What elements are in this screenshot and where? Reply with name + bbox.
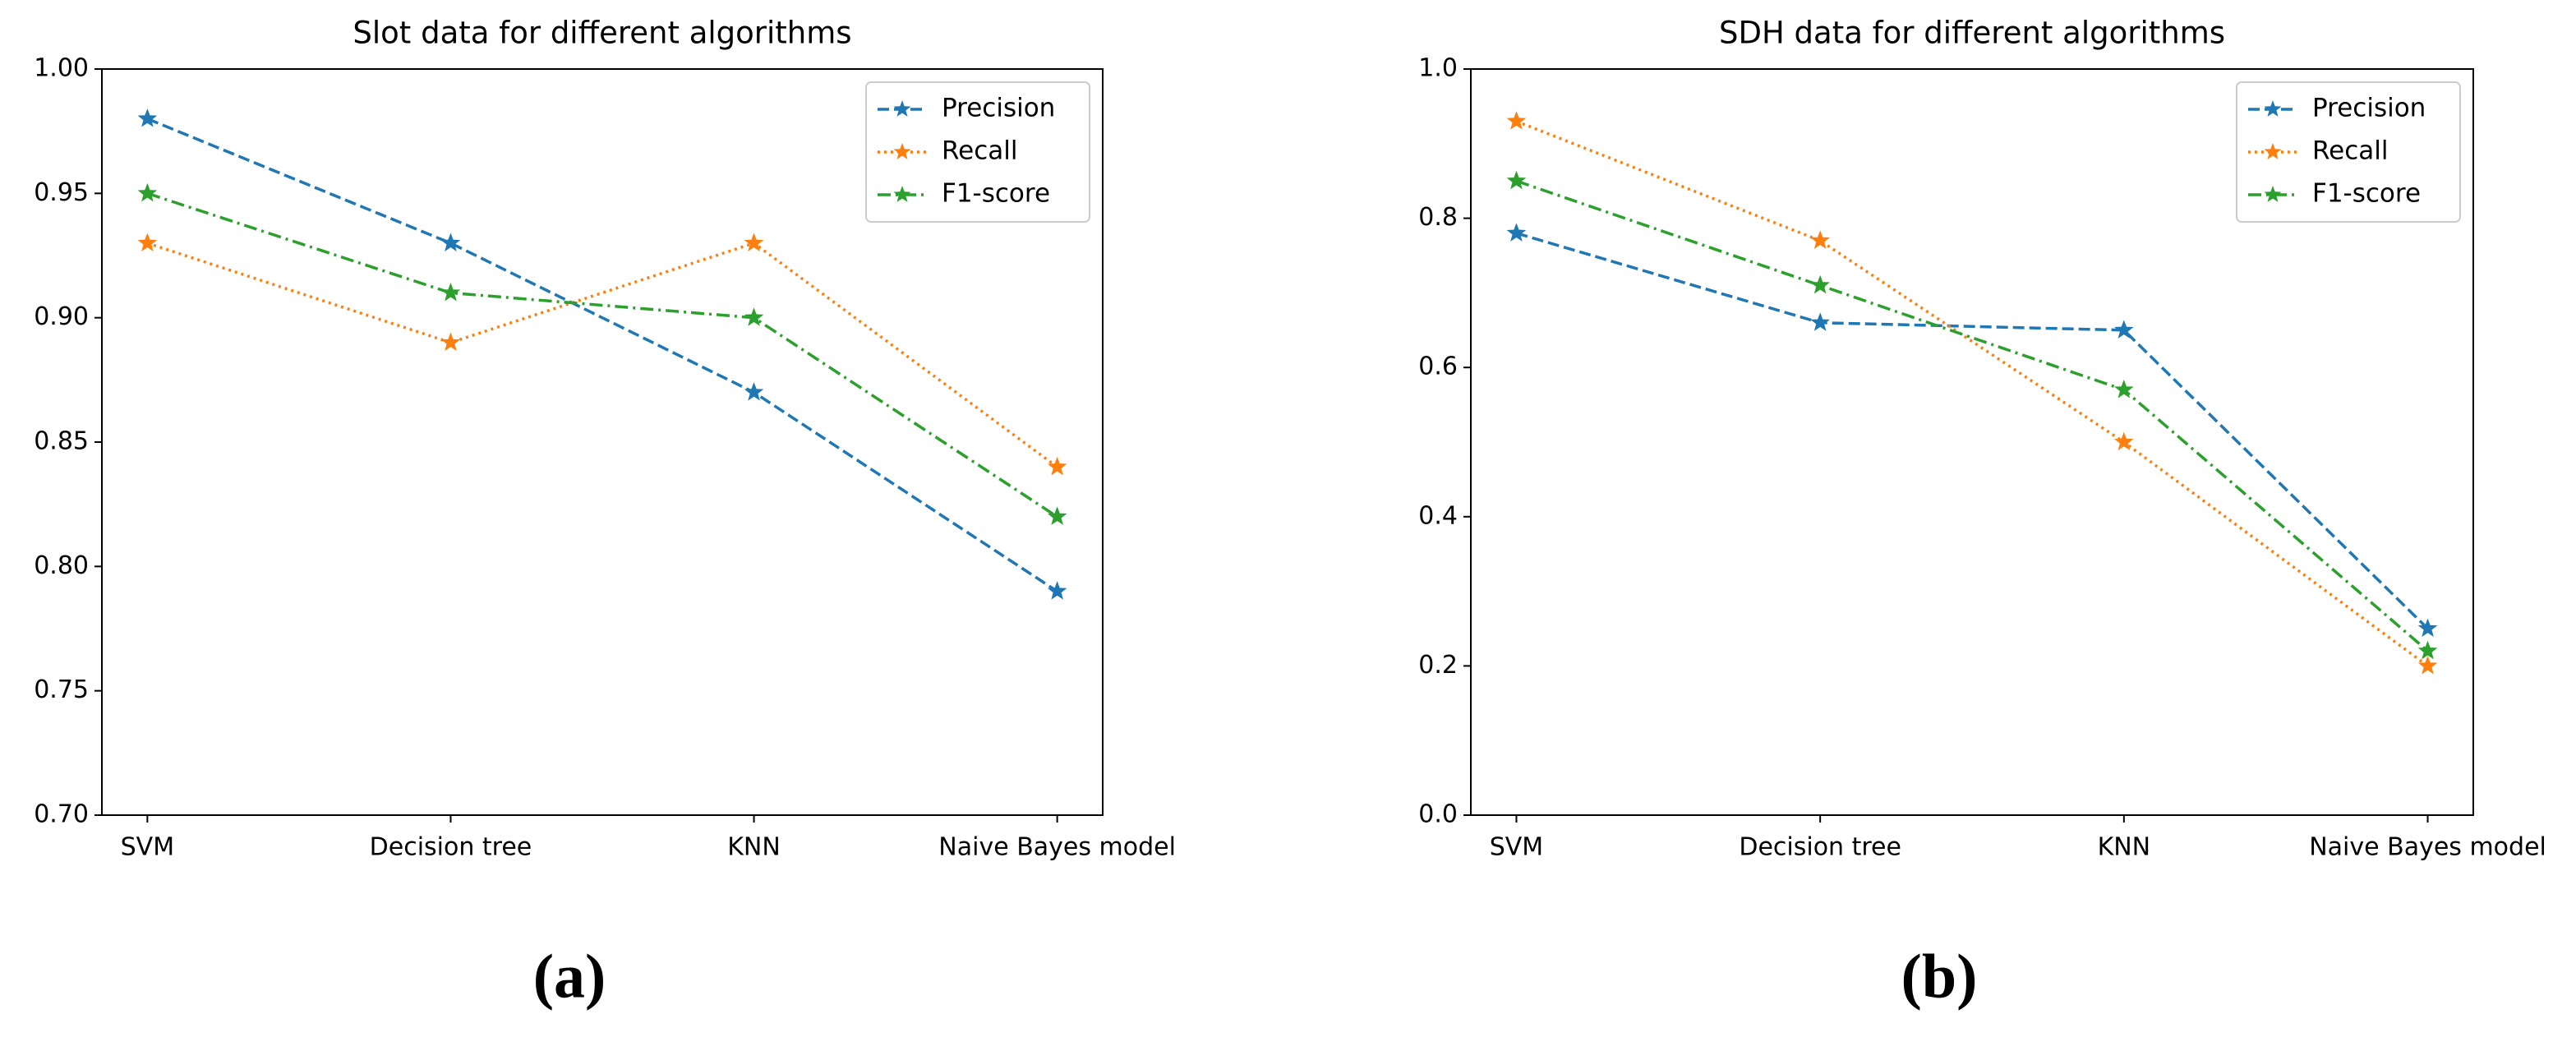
caption: (b) [1901, 942, 1978, 1011]
point-marker [2114, 320, 2134, 339]
legend-marker [893, 100, 911, 117]
axes-frame [101, 68, 1104, 816]
x-tick-label: SVM [1490, 833, 1543, 862]
point-marker [2417, 618, 2438, 638]
x-tick-label: KNN [727, 833, 781, 862]
x-tick-label: Naive Bayes model [938, 833, 1176, 862]
point-marker [1506, 111, 1527, 130]
legend-label: Precision [942, 94, 1055, 123]
point-marker [137, 233, 158, 251]
point-marker [2417, 640, 2438, 660]
point-marker [1810, 230, 1830, 249]
x-tick-label: KNN [2098, 833, 2151, 862]
legend-label: Precision [2312, 94, 2426, 123]
point-marker [440, 332, 461, 351]
legend-label: F1-score [2312, 179, 2421, 209]
chart-title: Slot data for different algorithms [353, 16, 851, 51]
point-marker [137, 182, 158, 202]
point-marker [137, 108, 158, 127]
legend-box [2236, 81, 2461, 223]
y-tick-label: 0.85 [34, 427, 89, 456]
point-marker [2114, 379, 2134, 399]
point-marker [1047, 456, 1067, 476]
legend-marker [2264, 186, 2282, 202]
point-marker [440, 282, 461, 302]
x-tick-label: SVM [121, 833, 174, 862]
y-tick-label: 0.75 [34, 675, 89, 704]
series-line [146, 191, 1058, 518]
y-tick-label: 0.80 [34, 551, 89, 580]
point-marker [744, 307, 764, 326]
legend-marker [2264, 143, 2282, 159]
point-marker [1810, 312, 1830, 331]
caption: (a) [533, 942, 606, 1011]
y-tick-label: 0.2 [1418, 651, 1458, 680]
chart-title: SDH data for different algorithms [1719, 16, 2225, 51]
x-tick-label: Decision tree [1739, 833, 1901, 862]
point-marker [1506, 223, 1527, 242]
point-marker [744, 382, 764, 401]
point-marker [1810, 274, 1830, 294]
y-tick-label: 0.95 [34, 178, 89, 207]
legend-label: Recall [2312, 136, 2389, 166]
point-marker [2114, 431, 2134, 451]
series-line [146, 241, 1058, 468]
y-tick-label: 0.6 [1418, 353, 1458, 381]
x-tick-label: Naive Bayes model [2309, 833, 2546, 862]
y-tick-label: 0.90 [34, 302, 89, 331]
x-tick-label: Decision tree [370, 833, 532, 862]
legend-marker [2264, 100, 2282, 117]
y-tick-label: 0.0 [1418, 800, 1458, 829]
point-marker [1506, 170, 1527, 190]
axes-frame [1470, 68, 2474, 816]
y-tick-label: 1.00 [34, 54, 89, 83]
series-line [1515, 179, 2429, 652]
series-line [146, 117, 1058, 593]
legend-box [865, 81, 1090, 223]
point-marker [2417, 655, 2438, 675]
legend-marker [893, 186, 911, 202]
legend-label: Recall [942, 136, 1018, 166]
y-tick-label: 0.8 [1418, 203, 1458, 232]
chart: SDH data for different algorithms 0.0 0.2 0… [1418, 16, 2546, 1012]
y-tick-label: 1.0 [1418, 54, 1458, 83]
legend: Precision Recall F1-score [865, 81, 1090, 223]
series-line [1515, 232, 2429, 630]
legend-label: F1-score [942, 179, 1050, 209]
legend: Precision Recall F1-score [2236, 81, 2461, 223]
y-tick-label: 0.70 [34, 800, 89, 829]
point-marker [1047, 581, 1067, 600]
legend-marker [893, 143, 911, 159]
point-marker [1047, 506, 1067, 525]
point-marker [744, 233, 764, 251]
y-tick-label: 0.4 [1418, 501, 1458, 530]
point-marker [440, 233, 461, 251]
chart: Slot data for different algorithms 0.70 0.… [34, 16, 1176, 1012]
